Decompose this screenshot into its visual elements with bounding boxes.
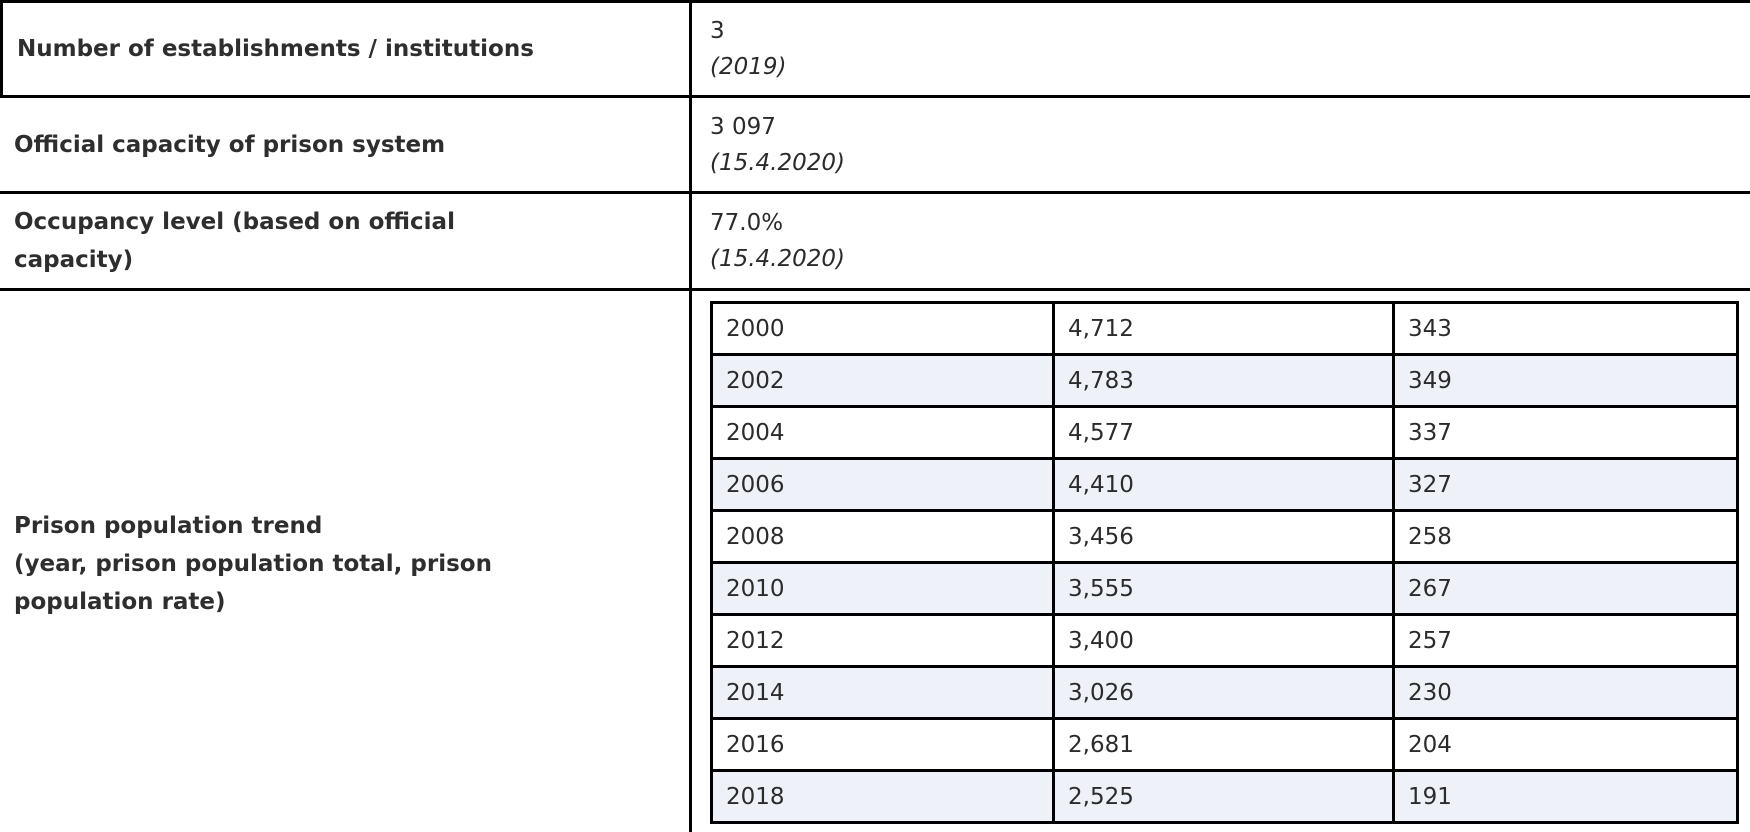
row-value-cell: 3 097 (15.4.2020) (692, 98, 1750, 191)
row-value-date: (2019) (710, 54, 787, 80)
row-value-date: (15.4.2020) (710, 246, 846, 272)
table-row-occupancy: Occupancy level (based on official capac… (0, 194, 1750, 291)
row-label: (year, prison population total, prison (14, 550, 492, 577)
trend-total-cell: 3,456 (1052, 509, 1395, 564)
trend-row: 2018 2,525 191 (710, 769, 1739, 824)
trend-year-cell: 2008 (710, 509, 1055, 564)
trend-total-cell: 3,400 (1052, 613, 1395, 668)
trend-row: 2014 3,026 230 (710, 665, 1739, 720)
row-value-cell: 3 (2019) (692, 3, 1750, 95)
trend-row: 2000 4,712 343 (710, 301, 1739, 356)
trend-total-cell: 4,577 (1052, 405, 1395, 460)
table-row-capacity: Official capacity of prison system 3 097… (0, 98, 1750, 194)
trend-rate-cell: 267 (1392, 561, 1739, 616)
row-value: 77.0% (710, 210, 784, 236)
trend-table: 2000 4,712 343 2002 4,783 349 2004 4,577 (710, 301, 1739, 824)
row-label-cell: Official capacity of prison system (0, 98, 692, 191)
trend-total-cell: 4,712 (1052, 301, 1395, 356)
trend-row: 2012 3,400 257 (710, 613, 1739, 668)
trend-year-cell: 2014 (710, 665, 1055, 720)
trend-rate-cell: 191 (1392, 769, 1739, 824)
trend-total-cell: 2,525 (1052, 769, 1395, 824)
trend-total-cell: 3,555 (1052, 561, 1395, 616)
row-label: Occupancy level (based on official (14, 209, 455, 235)
trend-rate-cell: 258 (1392, 509, 1739, 564)
trend-year-cell: 2006 (710, 457, 1055, 512)
row-value: 3 097 (710, 113, 776, 140)
trend-total-cell: 4,410 (1052, 457, 1395, 512)
row-label: Official capacity of prison system (14, 131, 446, 158)
trend-row: 2002 4,783 349 (710, 353, 1739, 408)
trend-year-cell: 2010 (710, 561, 1055, 616)
row-value: 3 (710, 18, 725, 44)
row-value-cell: 2000 4,712 343 2002 4,783 349 2004 4,577 (692, 291, 1750, 832)
table-row-establishments: Number of establishments / institutions … (0, 0, 1750, 98)
trend-year-cell: 2004 (710, 405, 1055, 460)
trend-year-cell: 2000 (710, 301, 1055, 356)
trend-row: 2008 3,456 258 (710, 509, 1739, 564)
row-label: Prison population trend (14, 512, 323, 539)
trend-total-cell: 4,783 (1052, 353, 1395, 408)
trend-row: 2004 4,577 337 (710, 405, 1739, 460)
row-label: Number of establishments / institutions (17, 36, 534, 62)
row-label-cell: Occupancy level (based on official capac… (0, 194, 692, 288)
trend-year-cell: 2012 (710, 613, 1055, 668)
trend-rate-cell: 337 (1392, 405, 1739, 460)
trend-row: 2010 3,555 267 (710, 561, 1739, 616)
row-label: capacity) (14, 247, 134, 273)
row-label-cell: Prison population trend (year, prison po… (0, 291, 692, 832)
trend-total-cell: 2,681 (1052, 717, 1395, 772)
table-row-population-trend: Prison population trend (year, prison po… (0, 291, 1750, 832)
row-value-date: (15.4.2020) (710, 149, 846, 176)
trend-rate-cell: 204 (1392, 717, 1739, 772)
row-label: population rate) (14, 588, 226, 615)
trend-rate-cell: 349 (1392, 353, 1739, 408)
trend-rate-cell: 343 (1392, 301, 1739, 356)
trend-year-cell: 2016 (710, 717, 1055, 772)
trend-rate-cell: 327 (1392, 457, 1739, 512)
trend-rate-cell: 257 (1392, 613, 1739, 668)
trend-row: 2016 2,681 204 (710, 717, 1739, 772)
trend-year-cell: 2002 (710, 353, 1055, 408)
trend-total-cell: 3,026 (1052, 665, 1395, 720)
trend-rate-cell: 230 (1392, 665, 1739, 720)
trend-row: 2006 4,410 327 (710, 457, 1739, 512)
row-value-cell: 77.0% (15.4.2020) (692, 194, 1750, 288)
row-label-cell: Number of establishments / institutions (0, 3, 692, 95)
trend-year-cell: 2018 (710, 769, 1055, 824)
